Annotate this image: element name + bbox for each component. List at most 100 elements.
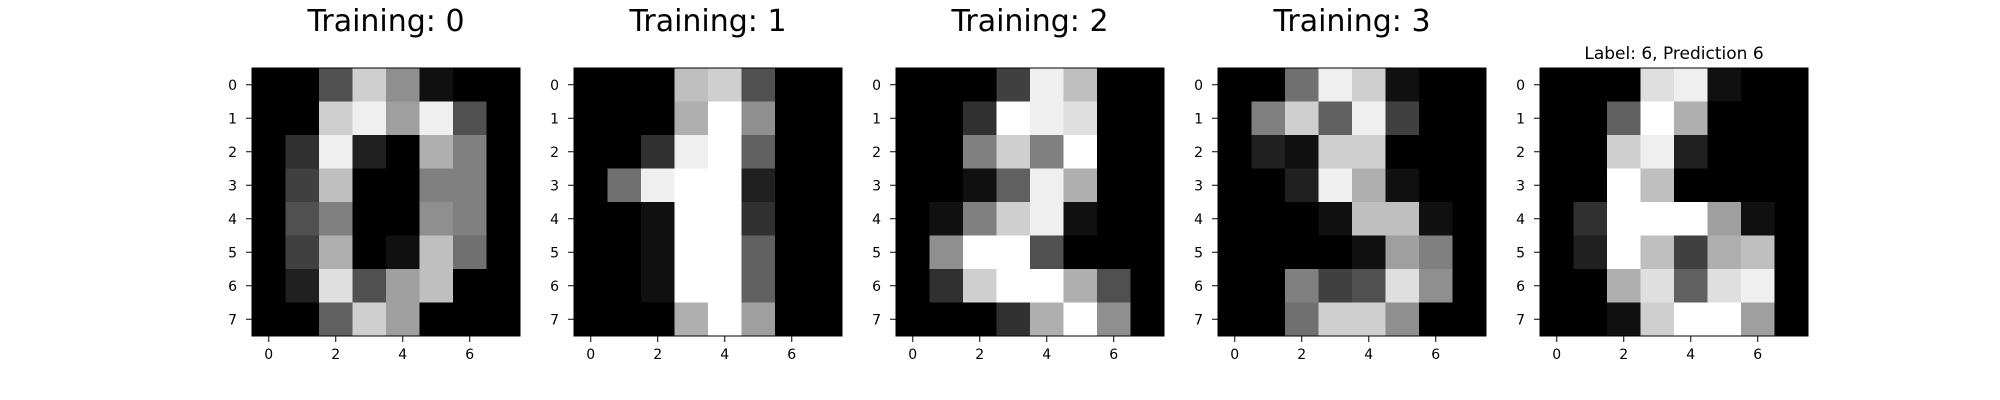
pixel-cell [775, 202, 809, 236]
pixel-cell [1318, 302, 1353, 337]
pixel-cell [1285, 101, 1319, 136]
pixel-cell [1774, 235, 1809, 270]
pixel-cell [419, 269, 454, 303]
pixel-cell [1063, 202, 1098, 236]
pixel-cell [486, 235, 521, 270]
pixel-cell [1419, 269, 1453, 303]
pixel-cell [963, 168, 997, 203]
pixel-cell [1540, 68, 1574, 102]
pixel-cell [1318, 168, 1353, 203]
pixel-cell [1097, 168, 1131, 203]
y-tick-label: 3 [1194, 178, 1203, 194]
x-tick-label: 2 [1297, 347, 1306, 363]
pixel-cell [1218, 302, 1252, 337]
pixel-cell [252, 202, 286, 236]
pixel-cell [775, 101, 809, 136]
pixel-cell [1218, 68, 1252, 102]
pixel-cell [319, 68, 353, 102]
pixel-cell [1352, 202, 1386, 236]
pixel-cell [1607, 168, 1641, 203]
pixel-cell [1130, 68, 1165, 102]
pixel-cell [674, 101, 709, 136]
pixel-cell [1385, 202, 1420, 236]
pixel-cell [996, 235, 1031, 270]
pixel-cell [1385, 302, 1420, 337]
pixel-cell [453, 68, 487, 102]
pixel-cell [574, 302, 608, 337]
pixel-cell [319, 269, 353, 303]
pixel-cell [285, 235, 320, 270]
pixel-cell [1540, 202, 1574, 236]
pixel-cell [252, 168, 286, 203]
pixel-cell [1318, 269, 1353, 303]
y-tick-label: 4 [550, 212, 559, 228]
y-tick-label: 7 [1516, 312, 1525, 328]
pixel-cell [453, 168, 487, 203]
pixel-cell [775, 302, 809, 337]
pixel-cell [1741, 269, 1775, 303]
pixel-cell [1573, 168, 1608, 203]
pixel-cell [386, 68, 420, 102]
pixel-cell [419, 235, 454, 270]
pixel-cell [741, 101, 776, 136]
pixel-cell [1540, 269, 1574, 303]
x-tick-label: 0 [1552, 347, 1561, 363]
pixel-cell [419, 168, 454, 203]
pixel-cell [1097, 235, 1131, 270]
pixel-cell [929, 202, 964, 236]
pixel-cell [386, 235, 420, 270]
x-tick-label: 4 [720, 347, 729, 363]
pixel-cell [486, 135, 521, 169]
pixel-cell [1774, 135, 1809, 169]
pixel-cell [1640, 202, 1675, 236]
pixel-cell [1640, 135, 1675, 169]
pixel-cell [929, 302, 964, 337]
pixel-cell [1352, 135, 1386, 169]
pixel-cell [1251, 235, 1286, 270]
y-tick-label: 2 [1516, 145, 1525, 161]
pixel-cell [1707, 235, 1742, 270]
pixel-cell [1130, 302, 1165, 337]
pixel-cell [1318, 202, 1353, 236]
pixel-cell [1741, 101, 1775, 136]
pixel-cell [352, 135, 387, 169]
x-tick-label: 2 [975, 347, 984, 363]
pixel-cell [607, 302, 642, 337]
pixel-cell [641, 101, 675, 136]
pixel-cell [963, 135, 997, 169]
pixel-cell [1030, 135, 1064, 169]
pixel-cell [1573, 135, 1608, 169]
pixel-cell [896, 202, 930, 236]
pixel-cell [1285, 202, 1319, 236]
pixel-cell [386, 202, 420, 236]
pixel-cell [486, 269, 521, 303]
pixel-cell [574, 269, 608, 303]
pixel-cell [1030, 302, 1064, 337]
pixel-cell [1540, 235, 1574, 270]
pixel-cell [574, 68, 608, 102]
pixel-cell [285, 302, 320, 337]
pixel-cell [708, 68, 742, 102]
panel-title: Training: 3 [1272, 4, 1430, 39]
panel-title: Training: 2 [950, 4, 1108, 39]
pixel-cell [1063, 101, 1098, 136]
pixel-cell [1419, 101, 1453, 136]
pixel-cell [453, 101, 487, 136]
pixel-cell [352, 68, 387, 102]
y-tick-label: 2 [872, 145, 881, 161]
pixel-cell [352, 302, 387, 337]
pixel-cell [641, 68, 675, 102]
pixel-cell [641, 235, 675, 270]
pixel-cell [1707, 269, 1742, 303]
pixel-cell [1218, 202, 1252, 236]
y-tick-label: 3 [550, 178, 559, 194]
y-tick-label: 6 [1516, 279, 1525, 295]
pixel-cell [352, 202, 387, 236]
pixel-cell [1385, 168, 1420, 203]
pixel-cell [486, 68, 521, 102]
image-frame [573, 67, 843, 337]
pixel-cell [1419, 302, 1453, 337]
pixel-cell [1674, 235, 1708, 270]
pixel-cell [1674, 168, 1708, 203]
